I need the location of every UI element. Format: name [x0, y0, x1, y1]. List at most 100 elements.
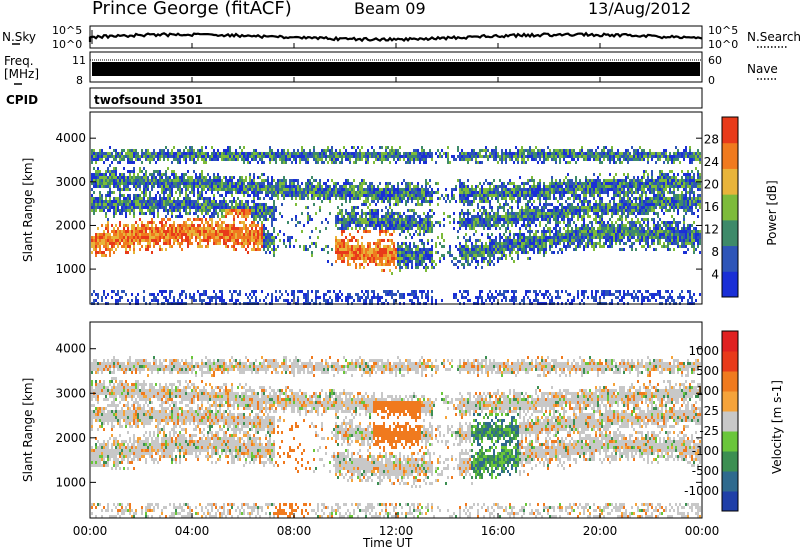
nsky-label: N.Sky	[2, 30, 37, 44]
heat-cell	[113, 239, 115, 242]
heat-cell	[399, 146, 401, 149]
heat-cell	[335, 251, 337, 254]
heat-cell	[111, 236, 113, 239]
heat-cell	[249, 299, 251, 302]
heat-cell	[129, 230, 131, 233]
heat-cell	[95, 239, 97, 242]
heat-cell	[389, 290, 391, 293]
heat-cell	[485, 191, 487, 194]
heat-cell	[401, 200, 403, 203]
freq-unit-label: [MHz]	[4, 67, 40, 81]
heat-cell	[127, 197, 129, 200]
heat-cell	[495, 212, 497, 215]
heat-cell	[241, 227, 243, 230]
heat-cell	[139, 167, 141, 170]
heat-cell	[505, 236, 507, 239]
heat-cell	[381, 161, 383, 164]
heat-cell	[481, 218, 483, 221]
heat-cell	[235, 209, 237, 212]
heat-cell	[191, 185, 193, 188]
heat-cell	[507, 224, 509, 227]
heat-cell	[351, 251, 353, 254]
heat-cell	[263, 227, 265, 230]
heat-cell	[391, 257, 393, 260]
heat-cell	[241, 191, 243, 194]
heat-cell	[105, 248, 107, 251]
heat-cell	[409, 185, 411, 188]
heat-cell	[185, 230, 187, 233]
heat-cell	[119, 185, 121, 188]
heat-cell	[477, 161, 479, 164]
heat-cell	[185, 200, 187, 203]
heat-cell	[231, 236, 233, 239]
heat-cell	[425, 266, 427, 269]
heat-cell	[349, 188, 351, 191]
heat-cell	[523, 221, 525, 224]
heat-cell	[475, 254, 477, 257]
heat-cell	[365, 218, 367, 221]
heat-cell	[195, 179, 197, 182]
heat-cell	[449, 245, 451, 248]
heat-cell	[213, 212, 215, 215]
heat-cell	[485, 209, 487, 212]
heat-cell	[243, 215, 245, 218]
heat-cell	[427, 191, 429, 194]
heat-cell	[339, 248, 341, 251]
heat-cell	[283, 242, 285, 245]
heat-cell	[345, 251, 347, 254]
heat-cell	[303, 155, 305, 158]
heat-cell	[185, 197, 187, 200]
heat-cell	[361, 155, 363, 158]
heat-cell	[517, 158, 519, 161]
heat-cell	[181, 290, 183, 293]
heat-cell	[373, 194, 375, 197]
heat-cell	[513, 239, 515, 242]
heat-cell	[143, 299, 145, 302]
heat-cell	[473, 200, 475, 203]
heat-cell	[279, 152, 281, 155]
heat-cell	[505, 215, 507, 218]
heat-cell	[507, 194, 509, 197]
heat-cell	[371, 191, 373, 194]
heat-cell	[255, 194, 257, 197]
heat-cell	[461, 296, 463, 299]
heat-cell	[131, 209, 133, 212]
heat-cell	[401, 242, 403, 245]
heat-cell	[417, 155, 419, 158]
heat-cell	[511, 197, 513, 200]
heat-cell	[317, 185, 319, 188]
heat-cell	[405, 200, 407, 203]
heat-cell	[389, 221, 391, 224]
heat-cell	[343, 251, 345, 254]
heat-cell	[351, 185, 353, 188]
heat-cell	[467, 260, 469, 263]
heat-cell	[513, 191, 515, 194]
heat-cell	[153, 149, 155, 152]
heat-cell	[115, 170, 117, 173]
heat-cell	[141, 170, 143, 173]
heat-cell	[529, 179, 531, 182]
heat-cell	[143, 191, 145, 194]
heat-cell	[371, 152, 373, 155]
heat-cell	[143, 173, 145, 176]
heat-cell	[247, 209, 249, 212]
heat-cell	[157, 242, 159, 245]
heat-cell	[233, 188, 235, 191]
heat-cell	[121, 182, 123, 185]
heat-cell	[239, 182, 241, 185]
heat-cell	[525, 236, 527, 239]
heat-cell	[115, 233, 117, 236]
heat-cell	[155, 242, 157, 245]
heat-cell	[375, 197, 377, 200]
heat-cell	[201, 185, 203, 188]
heat-cell	[255, 185, 257, 188]
heat-cell	[195, 161, 197, 164]
heat-cell	[193, 233, 195, 236]
heat-cell	[147, 197, 149, 200]
heat-cell	[407, 230, 409, 233]
heat-cell	[517, 161, 519, 164]
heat-cell	[407, 254, 409, 257]
heat-cell	[177, 200, 179, 203]
heat-cell	[351, 182, 353, 185]
heat-cell	[203, 209, 205, 212]
